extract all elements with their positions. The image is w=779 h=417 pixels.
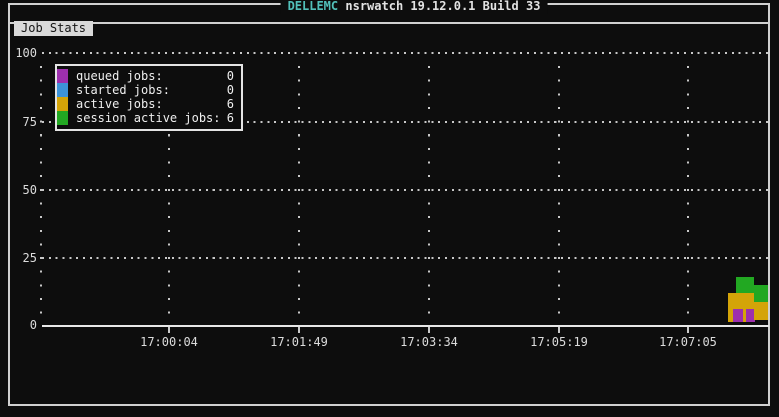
y-axis-tick-label: 100 xyxy=(15,46,37,60)
gridline-x-4 xyxy=(558,66,560,316)
gridline-x-1 xyxy=(168,66,170,316)
window-title-text: nsrwatch 19.12.0.1 Build 33 xyxy=(338,0,541,13)
x-axis-tick-label: 17:03:34 xyxy=(400,335,458,349)
legend-series-value: 6 xyxy=(226,97,234,111)
x-axis-tick xyxy=(298,327,300,333)
x-axis-line xyxy=(42,325,769,327)
brand-name: DELLEMC xyxy=(287,0,339,13)
legend-color-swatch-icon xyxy=(57,83,68,97)
y-axis-tick-label: 0 xyxy=(29,318,37,332)
data-block-queued xyxy=(733,309,743,322)
legend-series-label: started jobs: xyxy=(76,83,170,97)
data-block-active xyxy=(728,293,754,309)
legend-row: active jobs: 6 xyxy=(57,97,241,111)
x-axis-tick xyxy=(428,327,430,333)
data-block-session_active xyxy=(736,277,754,293)
x-axis-tick-label: 17:01:49 xyxy=(270,335,328,349)
x-axis-tick-label: 17:00:04 xyxy=(140,335,198,349)
legend-row: queued jobs: 0 xyxy=(57,69,241,83)
x-axis-tick xyxy=(687,327,689,333)
gridline-x-5 xyxy=(687,66,689,316)
gridline-y-100 xyxy=(42,52,769,54)
x-axis-tick xyxy=(558,327,560,333)
y-axis-tick-label: 75 xyxy=(22,115,37,129)
gridline-x-2 xyxy=(298,66,300,316)
gridline-y-75 xyxy=(42,121,769,123)
legend-series-label: active jobs: xyxy=(76,97,163,111)
legend-series-value: 0 xyxy=(226,69,234,83)
x-axis-tick-label: 17:07:05 xyxy=(659,335,717,349)
chart-legend: queued jobs: 0 started jobs: 0 active jobs: 6… xyxy=(55,64,243,131)
data-block-session_active xyxy=(754,285,768,302)
data-block-active xyxy=(754,302,768,320)
gridline-x-0 xyxy=(40,66,42,316)
legend-series-value: 0 xyxy=(226,83,234,97)
gridline-y-50 xyxy=(42,189,769,191)
panel-divider-line xyxy=(10,22,768,24)
y-axis-tick-label: 25 xyxy=(22,251,37,265)
gridline-x-3 xyxy=(428,66,430,316)
legend-row: started jobs: 0 xyxy=(57,83,241,97)
data-block-queued xyxy=(746,309,755,322)
legend-series-value: 6 xyxy=(226,111,234,125)
x-axis-tick xyxy=(168,327,170,333)
legend-series-label: queued jobs: xyxy=(76,69,163,83)
legend-row: session active jobs: 6 xyxy=(57,111,241,125)
tab-job-stats[interactable]: Job Stats xyxy=(14,21,94,36)
gridline-y-25 xyxy=(42,257,769,259)
x-axis-tick-label: 17:05:19 xyxy=(530,335,588,349)
legend-color-swatch-icon xyxy=(57,111,68,125)
legend-color-swatch-icon xyxy=(57,69,68,83)
y-axis-tick-label: 50 xyxy=(22,183,37,197)
legend-series-label: session active jobs: xyxy=(76,111,221,125)
window-title: DELLEMC nsrwatch 19.12.0.1 Build 33 xyxy=(280,0,548,14)
legend-color-swatch-icon xyxy=(57,97,68,111)
